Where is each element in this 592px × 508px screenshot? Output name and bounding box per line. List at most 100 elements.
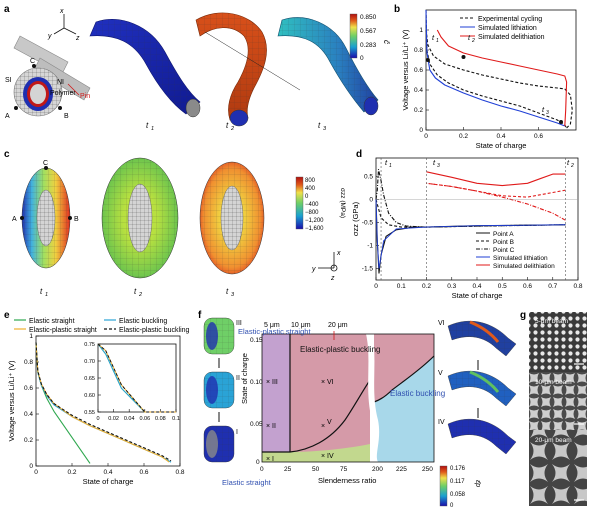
chart-d-xtick-label-6: 0.6 [523, 283, 532, 290]
axis-z-label-a: z [75, 35, 80, 42]
beam-vi [447, 320, 517, 357]
label-b-a: B [64, 113, 69, 120]
chart-e-inset-ytick-label-4: 0.55 [84, 410, 95, 416]
tube-t3-end [363, 96, 379, 116]
chart-b-ytick-label-1: 0.2 [414, 107, 423, 114]
map-marker-x-vi: × [321, 379, 325, 386]
f-xtick-1: 25 [284, 466, 292, 473]
tube-t2-end [229, 109, 249, 127]
roman-iv: IV [438, 419, 445, 426]
chart-d-lithiation-overlay [375, 199, 566, 269]
chart-b-point-2 [559, 120, 563, 124]
point-c-dot-a [32, 64, 36, 68]
chart-e-ylabel: Voltage versus Li/Li⁺ (V) [7, 360, 16, 442]
tube-t1-end [185, 98, 201, 118]
sem-20um [529, 430, 587, 506]
chart-d-xtick-label-1: 0.1 [397, 283, 406, 290]
legend-d-label-3: Simulated lithiation [493, 255, 548, 262]
colorbar-f-tick-2: 0.058 [450, 492, 466, 498]
legend-b-label-1: Simulated lithiation [478, 25, 537, 32]
label-t3-a: t 3 [318, 121, 327, 132]
boundary-curve-right [373, 355, 435, 403]
map-markers: × III × II × I × VI × V × IV [266, 379, 334, 463]
axis-z-label-c: z [330, 275, 335, 282]
d-marker-labels: t 1 t 3 t 2 [385, 158, 574, 169]
d-marker-sub-2: 2 [570, 163, 574, 169]
legend-b-label-0: Experimental cycling [478, 16, 542, 23]
chart-e-inset-ytick-label-2: 0.65 [84, 376, 95, 382]
colorbar-c-tick-1: 400 [305, 186, 316, 192]
map-marker-iii: III [272, 379, 278, 386]
chart-b-series-2 [425, 9, 566, 127]
b-point-labels: t 1 t 2 t 3 [432, 33, 549, 116]
d-marker-label-2: t [567, 158, 570, 167]
label-c-a: C [30, 58, 35, 65]
chart-b-point-1 [461, 55, 466, 59]
legend-e-label-2: Elastic-plastic straight [29, 327, 97, 334]
chart-b-xtick-label-3: 0.6 [534, 133, 543, 140]
chart-d-xtick-label-2: 0.2 [422, 283, 431, 290]
b-point-sub-0: 1 [436, 38, 439, 44]
chart-b: 0 0.2 0.4 0.6 0 0.2 0.4 0.6 0.8 1 State of charge V… [401, 9, 577, 150]
chart-e-inset-ytick-label-1: 0.70 [84, 359, 95, 365]
svg-text:t: t [134, 287, 137, 296]
f-xtick-5: 225 [396, 466, 407, 473]
chart-e-inset-xtick-label-3: 0.06 [139, 416, 150, 422]
ellipse-t3-core-mesh [221, 186, 243, 250]
chart-d-series-4 [426, 182, 566, 198]
chart-d: 0 0.1 0.2 0.3 0.4 0.5 0.6 0.7 0.8 0.5 0 -0.5 -1 -1.5 S… [351, 157, 583, 300]
panel-d-letter: d [356, 149, 362, 160]
f-ytick-2: 0.10 [250, 379, 263, 386]
label-e-straight: Elastic straight [222, 478, 272, 487]
f-axis-ticks: 0.15 0.10 0.05 0 0 25 50 75 200 225 250 [250, 337, 433, 473]
f-xtick-2: 50 [312, 466, 320, 473]
chart-b-ytick-label-0: 0 [419, 127, 423, 134]
label-ni: NI [57, 79, 64, 86]
chart-e-ytick-label-3: 0.6 [24, 385, 33, 392]
chart-d-series-5 [426, 182, 566, 221]
f-xlabel: Slenderness ratio [318, 476, 376, 485]
colorbar-f-tick-0: 0.176 [450, 466, 466, 472]
beam-ii [203, 371, 235, 409]
point-a-dot-c [20, 216, 24, 220]
chart-e-xlabel: State of charge [83, 477, 134, 486]
svg-text:1: 1 [151, 126, 154, 132]
label-pin: Pin [80, 93, 90, 100]
chart-d-series-1 [375, 199, 566, 228]
chart-d-ylabel: σzz (GPa) [351, 201, 360, 236]
legend-e-label-1: Elastic buckling [119, 318, 167, 325]
panel-e-letter: e [4, 310, 10, 321]
chart-e-ytick-label-4: 0.8 [24, 359, 33, 366]
d-marker-sub-0: 1 [389, 163, 392, 169]
chart-e-xtick-label-2: 0.4 [103, 469, 112, 476]
chart-e-inset: 0 0.02 0.04 0.06 0.08 0.1 0.75 0.70 0.65 0.60 0.55 [84, 342, 180, 422]
region-e-straight [262, 444, 370, 462]
panel-c: c C A B t 1 t 2 t 3 [4, 149, 346, 298]
map-marker-ii: II [272, 423, 276, 430]
tube-t3-mesh [278, 17, 378, 112]
label-t2-c: t 2 [134, 287, 142, 298]
b-point-sub-1: 2 [471, 38, 475, 44]
colorbar-f-tick-3: 0 [450, 503, 454, 508]
label-t1-a: t 1 [146, 121, 154, 132]
label-b-c: B [74, 216, 79, 223]
legend-e-label-0: Elastic straight [29, 318, 75, 325]
legend-d-label-0: Point A [493, 231, 514, 238]
panel-e: e Elastic straight Elastic buckling Elas… [4, 310, 190, 486]
legend-d-label-2: Point C [493, 247, 515, 254]
region-ep-buckling-right [374, 334, 434, 402]
roman-v: V [438, 370, 443, 377]
point-c-dot-c [44, 166, 48, 170]
chart-e-series-0 [35, 342, 91, 464]
panel-d: d 0 0.1 0.2 0.3 0.4 0.5 0.6 0.7 0.8 0.5 0 -0.5 -1 -1.… [351, 149, 583, 300]
point-b-dot-c [68, 216, 72, 220]
chart-d-ytick-label-0: 0.5 [364, 174, 373, 181]
f-xtick-4: 200 [372, 466, 383, 473]
chart-e: 0 0.2 0.4 0.6 0.8 0 0.2 0.4 0.6 0.8 1 State of char… [7, 333, 185, 486]
colorbar-c-tick-0: 800 [305, 178, 316, 184]
colorbar-c-tick-5: −1,200 [305, 218, 324, 224]
chart-b-ytick-label-4: 0.8 [414, 47, 423, 54]
panel-g: g 5-μm beam 10-μm beam 20-μm beam [520, 310, 587, 506]
f-ytick-1: 0.05 [250, 421, 263, 428]
axis-x-label-a: x [59, 8, 64, 15]
